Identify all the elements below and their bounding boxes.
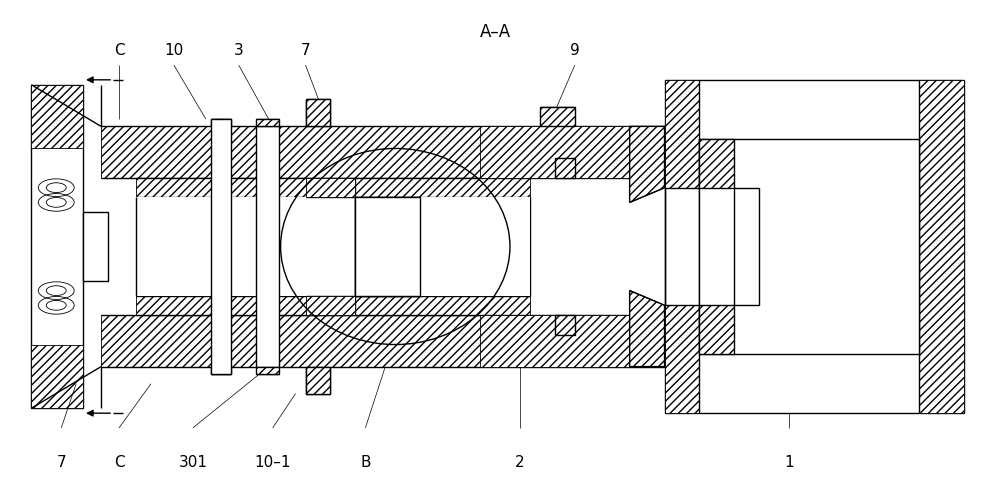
Bar [480,198,530,295]
Bar [31,85,83,408]
Bar [136,178,530,198]
Bar [665,305,699,413]
Bar [306,295,355,315]
Text: 9: 9 [570,43,580,58]
Bar [480,315,630,367]
Text: 1: 1 [784,455,794,470]
Bar [211,119,231,126]
Text: A–A: A–A [479,24,511,41]
Bar [306,178,355,198]
Bar [256,126,279,367]
Bar [355,198,420,295]
Bar [555,158,575,178]
Bar [540,107,575,126]
Polygon shape [630,126,665,203]
Bar [555,315,575,335]
Bar [101,315,630,367]
Bar [306,367,330,393]
Bar [211,119,231,374]
Text: 10: 10 [164,43,184,58]
Bar [699,305,734,354]
Bar [699,139,734,188]
Bar [101,126,630,178]
Bar [306,100,330,126]
Text: 3: 3 [234,43,244,58]
Bar [136,295,530,315]
Bar [480,126,630,178]
Bar [734,188,759,305]
Bar [31,85,83,148]
Bar [665,80,699,188]
Text: C: C [114,455,124,470]
Bar [136,198,530,295]
Text: 10–1: 10–1 [254,455,291,470]
Text: 2: 2 [515,455,525,470]
Text: B: B [360,455,371,470]
Bar [665,80,964,413]
Text: 7: 7 [56,455,66,470]
Bar [31,345,83,408]
Polygon shape [630,290,665,367]
Bar [83,212,108,281]
Bar [211,367,231,374]
Bar [256,367,279,374]
Text: C: C [114,43,124,58]
Bar [699,139,919,354]
Text: 301: 301 [178,455,207,470]
Text: 7: 7 [301,43,310,58]
Bar [256,119,279,126]
Bar [919,80,964,413]
